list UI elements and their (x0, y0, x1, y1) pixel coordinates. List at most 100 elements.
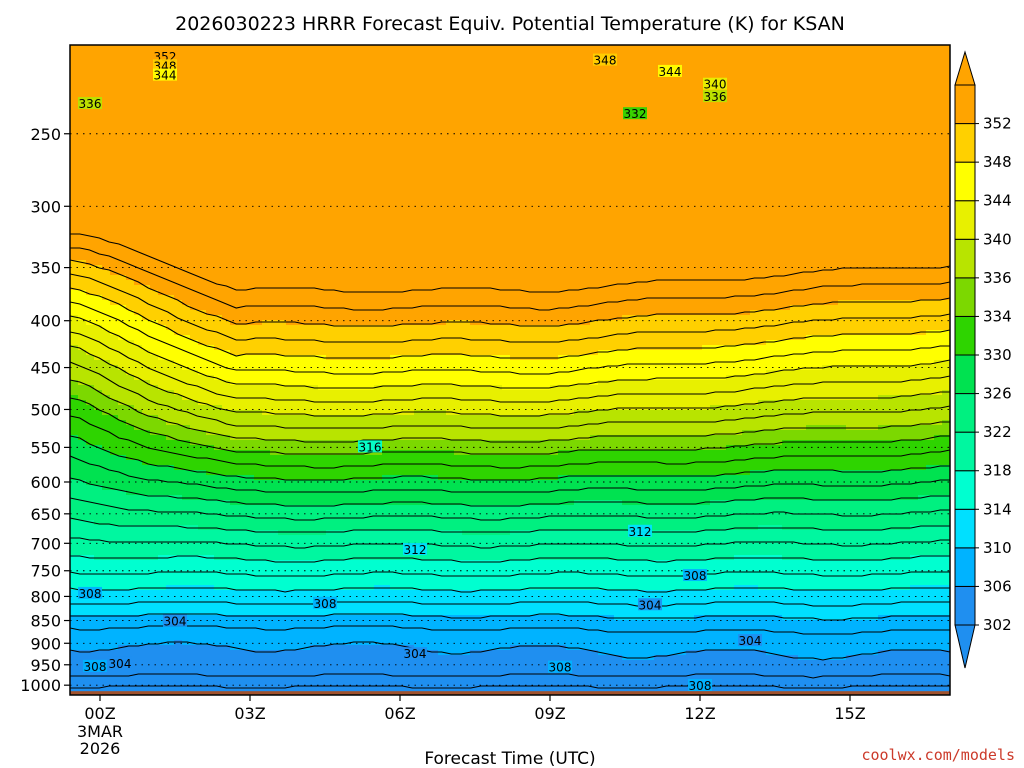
field-cell (854, 100, 863, 106)
field-cell (310, 165, 319, 171)
field-cell (278, 60, 287, 66)
field-cell (70, 130, 79, 136)
field-cell (910, 50, 919, 56)
field-cell (182, 45, 191, 51)
field-cell (446, 110, 455, 116)
field-cell (510, 80, 519, 86)
field-cell (894, 70, 903, 76)
field-cell (894, 230, 903, 236)
field-cell (710, 205, 719, 211)
field-cell (238, 245, 247, 251)
field-cell (158, 110, 167, 116)
field-cell (502, 135, 511, 141)
field-cell (270, 195, 279, 201)
field-cell (262, 55, 271, 61)
field-cell (646, 55, 655, 61)
field-cell (766, 170, 775, 176)
field-cell (166, 110, 175, 116)
field-cell (326, 150, 335, 156)
field-cell (910, 75, 919, 81)
field-cell (886, 95, 895, 101)
field-cell (582, 100, 591, 106)
field-cell (278, 215, 287, 221)
field-cell (582, 220, 591, 226)
field-cell (238, 100, 247, 106)
field-cell (438, 215, 447, 221)
field-cell (854, 230, 863, 236)
field-cell (374, 75, 383, 81)
field-cell (806, 45, 815, 51)
field-cell (182, 235, 191, 241)
field-cell (566, 255, 575, 261)
field-cell (926, 115, 935, 121)
field-cell (574, 70, 583, 76)
field-cell (318, 265, 327, 271)
field-cell (342, 245, 351, 251)
field-cell (798, 70, 807, 76)
field-cell (598, 265, 607, 271)
field-cell (430, 80, 439, 86)
field-cell (206, 180, 215, 186)
field-cell (142, 180, 151, 186)
field-cell (326, 75, 335, 81)
field-cell (782, 115, 791, 121)
field-cell (598, 260, 607, 266)
field-cell (470, 175, 479, 181)
field-cell (734, 150, 743, 156)
field-cell (750, 215, 759, 221)
field-cell (374, 265, 383, 271)
field-cell (574, 185, 583, 191)
field-cell (806, 165, 815, 171)
field-cell (158, 80, 167, 86)
field-cell (190, 100, 199, 106)
field-cell (214, 145, 223, 151)
field-cell (614, 75, 623, 81)
field-cell (230, 145, 239, 151)
field-cell (686, 250, 695, 256)
field-cell (566, 120, 575, 126)
field-cell (182, 205, 191, 211)
field-cell (606, 80, 615, 86)
field-cell (102, 205, 111, 211)
field-cell (830, 215, 839, 221)
field-cell (94, 45, 103, 51)
field-cell (270, 235, 279, 241)
field-cell (518, 180, 527, 186)
field-cell (542, 140, 551, 146)
field-cell (70, 230, 79, 236)
field-cell (750, 65, 759, 71)
field-cell (926, 215, 935, 221)
field-cell (502, 230, 511, 236)
field-cell (846, 80, 855, 86)
field-cell (774, 155, 783, 161)
field-cell (350, 205, 359, 211)
field-cell (294, 130, 303, 136)
field-cell (542, 85, 551, 91)
field-cell (646, 160, 655, 166)
field-cell (622, 185, 631, 191)
field-cell (382, 45, 391, 51)
field-cell (862, 150, 871, 156)
field-cell (118, 90, 127, 96)
field-cell (222, 230, 231, 236)
field-cell (334, 165, 343, 171)
field-cell (462, 60, 471, 66)
field-cell (382, 110, 391, 116)
field-cell (758, 115, 767, 121)
field-cell (478, 70, 487, 76)
field-cell (806, 70, 815, 76)
field-cell (478, 145, 487, 151)
field-cell (414, 270, 423, 276)
field-cell (502, 120, 511, 126)
field-cell (598, 75, 607, 81)
field-cell (126, 200, 135, 206)
field-cell (174, 115, 183, 121)
field-cell (342, 135, 351, 141)
field-cell (894, 140, 903, 146)
field-cell (406, 175, 415, 181)
field-cell (350, 75, 359, 81)
field-cell (638, 75, 647, 81)
field-cell (790, 265, 799, 271)
field-cell (366, 250, 375, 256)
field-cell (334, 200, 343, 206)
